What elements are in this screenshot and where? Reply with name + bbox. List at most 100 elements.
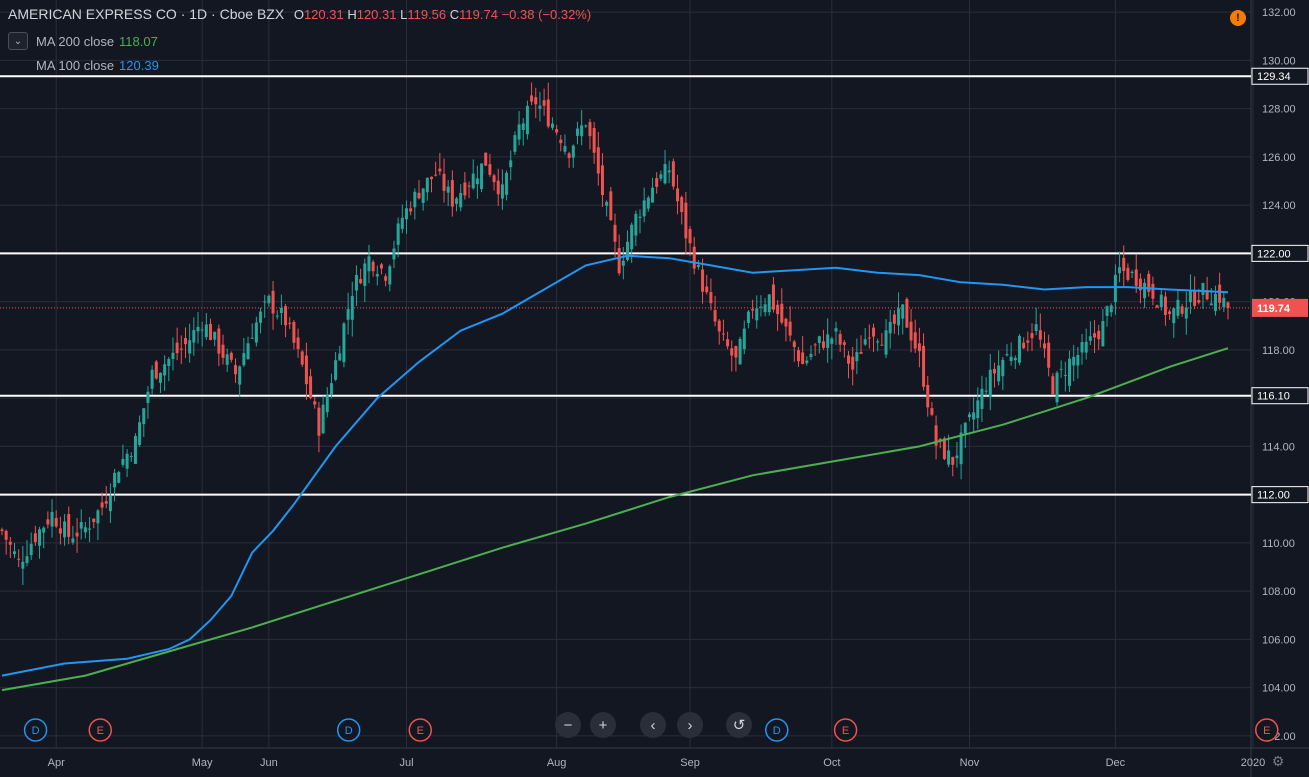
candle-body (275, 315, 279, 317)
candle-body (129, 456, 133, 458)
candle-body (488, 164, 492, 175)
candle-body (58, 528, 62, 534)
candle-body (721, 333, 725, 335)
candle-body (847, 355, 851, 364)
candle-body (959, 432, 963, 465)
candle-body (142, 408, 146, 425)
candle-body (279, 307, 283, 313)
candle-body (621, 260, 625, 266)
candle-body (342, 323, 346, 363)
earnings-marker-label: E (97, 725, 104, 737)
candle-body (475, 178, 479, 185)
candle-body (367, 256, 371, 272)
candle-body (163, 364, 167, 376)
candle-body (780, 303, 784, 323)
candle-body (726, 339, 730, 347)
time-tick-label: Sep (680, 757, 700, 769)
dividend-marker (23, 718, 48, 742)
zoom-in-button[interactable]: + (590, 712, 616, 738)
candle-body (1184, 307, 1188, 319)
candle-body (575, 128, 579, 136)
reset-chart-button[interactable]: ↺ (726, 712, 752, 738)
candle-body (138, 422, 142, 445)
earnings-marker (88, 718, 112, 742)
candle-body (972, 412, 976, 420)
candle-body (200, 329, 204, 331)
earnings-marker-label: E (417, 725, 424, 737)
candle-body (121, 458, 125, 465)
candle-body (13, 551, 17, 554)
candle-body (1088, 336, 1092, 341)
candle-body (300, 351, 304, 365)
time-tick-label: Apr (48, 757, 65, 769)
candle-body (1176, 299, 1180, 316)
candle-body (922, 345, 926, 387)
scroll-left-button[interactable]: ‹ (640, 712, 666, 738)
candle-body (425, 177, 429, 193)
candle-body (684, 202, 688, 239)
earnings-marker (1255, 718, 1279, 742)
candle-body (1034, 324, 1038, 331)
candle-body (1172, 308, 1176, 324)
dividend-marker (765, 718, 789, 742)
candle-body (1009, 356, 1013, 362)
candle-body (1001, 359, 1005, 377)
candle-body (442, 173, 446, 191)
indicator-ma200[interactable]: ⌄ MA 200 close 118.07 (8, 32, 158, 50)
candle-body (204, 324, 208, 338)
candle-body (1147, 273, 1151, 292)
current-price-label: 119.74 (1257, 303, 1291, 315)
candle-body (1180, 306, 1184, 314)
candle-body (626, 241, 629, 260)
candle-body (371, 261, 375, 272)
candle-body (705, 286, 709, 293)
candle-body (938, 439, 942, 441)
price-tick-label: 130.00 (1262, 55, 1296, 67)
candle-body (880, 344, 884, 346)
candle-body (542, 100, 546, 106)
indicator-ma100[interactable]: MA 100 close 120.39 (36, 57, 159, 73)
candle-body (113, 472, 117, 488)
candle-body (104, 501, 108, 504)
chevron-down-icon[interactable]: ⌄ (8, 32, 28, 50)
candle-body (1163, 296, 1167, 315)
symbol-title[interactable]: AMERICAN EXPRESS CO · 1D · Cboe BZX (8, 6, 285, 22)
earnings-marker-label: E (842, 725, 849, 737)
candle-body (46, 519, 50, 525)
candle-body (183, 338, 187, 345)
time-tick-label: Oct (823, 757, 840, 769)
candle-body (1159, 294, 1163, 308)
candle-body (1193, 290, 1197, 306)
gear-icon[interactable]: ⚙ (1271, 752, 1285, 769)
candle-body (1122, 257, 1126, 272)
candle-body (830, 338, 834, 344)
candle-body (1118, 267, 1122, 274)
candle-body (771, 284, 775, 310)
alert-icon[interactable]: ! (1230, 10, 1246, 26)
candle-body (1213, 294, 1217, 312)
time-tick-label: Aug (547, 757, 567, 769)
candle-body (634, 213, 638, 236)
candle-body (826, 334, 830, 348)
candle-body (29, 543, 33, 556)
candle-body (500, 184, 504, 199)
candle-body (117, 472, 121, 483)
zoom-out-button[interactable]: − (555, 712, 581, 738)
candle-body (484, 152, 488, 166)
candle-body (1126, 267, 1130, 280)
candle-body (463, 182, 467, 196)
candle-body (1013, 357, 1017, 361)
scroll-right-button[interactable]: › (677, 712, 703, 738)
dividend-marker-label: D (345, 725, 353, 737)
candle-body (1113, 274, 1117, 303)
candle-body (651, 187, 655, 203)
candle-body (1038, 330, 1042, 340)
time-tick-label: May (192, 757, 213, 769)
candle-body (1030, 333, 1034, 339)
candle-body (801, 352, 805, 365)
horizontal-line-label: 122.00 (1257, 248, 1291, 260)
candle-body (584, 125, 588, 127)
candle-body (400, 217, 404, 229)
